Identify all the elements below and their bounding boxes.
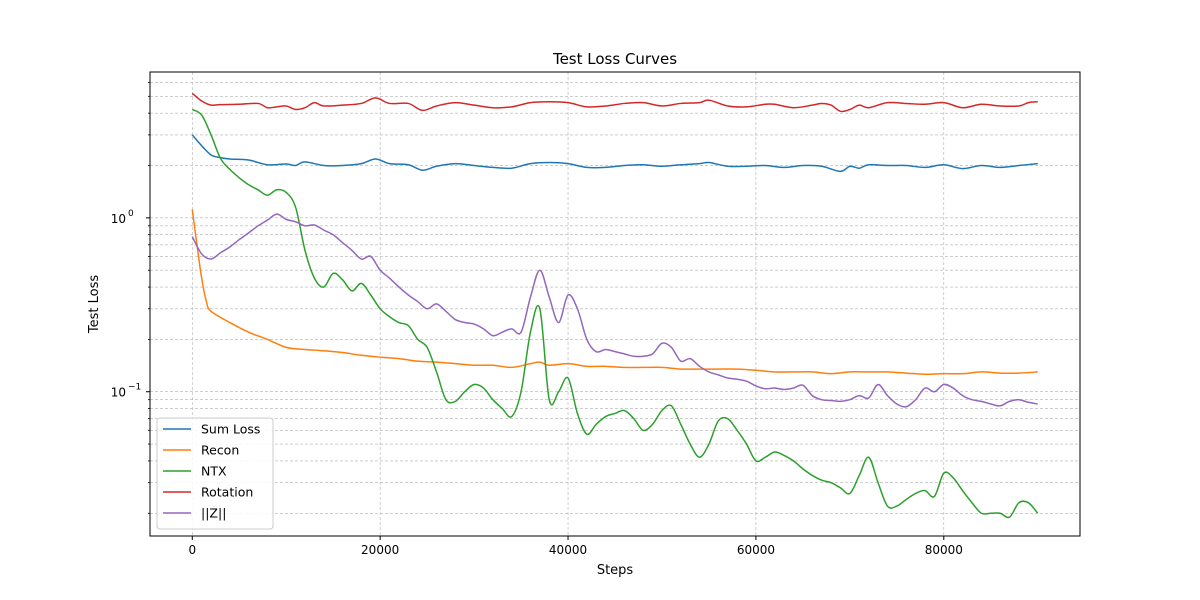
legend: Sum Loss Recon NTX Rotation ||Z||: [156, 417, 274, 530]
x-tick-label: 80000: [925, 543, 963, 557]
x-tick-label: 40000: [549, 543, 587, 557]
x-axis: 0 20000 40000 60000 80000: [188, 536, 963, 557]
x-axis-label: Steps: [597, 563, 634, 578]
series-line-rotation: [191, 92, 1038, 113]
series-line-z: [191, 213, 1038, 408]
series-line-ntx: [191, 108, 1039, 519]
plot-frame: [149, 71, 1081, 537]
y-tick-exponent: 0: [128, 209, 134, 219]
legend-label: Rotation: [201, 485, 253, 500]
legend-label: Recon: [201, 443, 239, 458]
legend-label: ||Z||: [201, 506, 226, 521]
series-line-recon: [191, 209, 1038, 376]
y-tick-label: 10: [111, 212, 126, 226]
legend-box: [156, 417, 274, 530]
y-tick-exponent: −1: [128, 383, 141, 393]
x-tick-label: 0: [188, 543, 196, 557]
legend-label: NTX: [201, 464, 227, 479]
series-lines: [191, 92, 1039, 519]
x-tick-label: 60000: [737, 543, 775, 557]
legend-label: Sum Loss: [201, 422, 260, 437]
chart-title: Test Loss Curves: [552, 50, 677, 68]
y-tick-label: 10: [111, 386, 126, 400]
y-axis-label: Test Loss: [87, 275, 102, 334]
x-tick-label: 20000: [361, 543, 399, 557]
grid: [150, 72, 1080, 536]
series-line-sum-loss: [191, 134, 1038, 173]
